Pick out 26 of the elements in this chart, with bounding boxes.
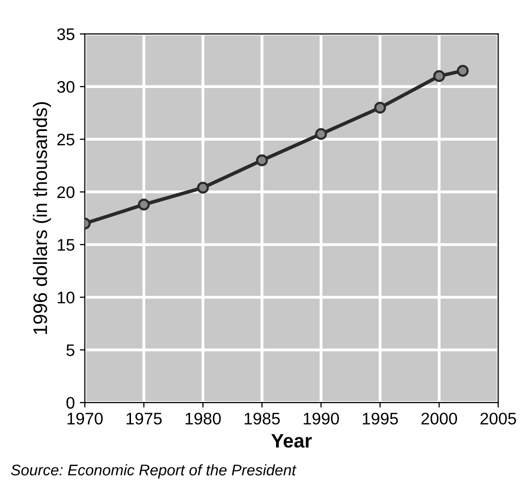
x-tick-label: 2005 [480, 412, 516, 425]
x-tick-label: 1980 [186, 412, 221, 425]
point [315, 128, 327, 140]
x-axis-title: Year [271, 434, 312, 448]
x-tick-label: 1985 [244, 412, 280, 425]
point [256, 154, 268, 166]
point [138, 198, 150, 210]
x-tick-label: 1990 [304, 412, 339, 425]
y-tick-label: 0 [66, 396, 74, 409]
y-tick-label: 5 [66, 344, 74, 356]
source-note: Source: Economic Report of the President [11, 464, 296, 478]
y-axis-title: 1996 dollars (in thousands) [32, 102, 51, 334]
x-tick-label: 2000 [421, 412, 458, 425]
point [197, 182, 209, 194]
y-tick-label: 10 [58, 292, 74, 304]
y-tick-label: 30 [57, 81, 74, 93]
y-tick-label: 25 [57, 134, 74, 146]
x-tick-label: 1995 [362, 412, 398, 425]
x-tick-label: 1970 [68, 412, 103, 425]
point [374, 102, 386, 114]
y-tick-label: 35 [57, 28, 74, 40]
x-tick-label: 1975 [126, 412, 162, 425]
y-tick-label: 20 [57, 186, 74, 198]
point [433, 70, 446, 82]
point [456, 64, 469, 77]
y-tick-label: 15 [58, 239, 74, 251]
